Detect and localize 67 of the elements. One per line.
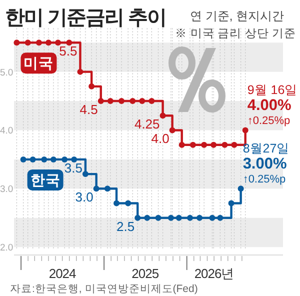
point	[98, 98, 104, 104]
annotation: 4.5	[80, 102, 98, 118]
y-tick-label: 5.0	[0, 67, 14, 78]
chart-subtitle: 연 기준, 현지시간	[190, 9, 284, 23]
chart-title: 한미 기준금리 추이	[5, 7, 166, 29]
point	[169, 127, 176, 134]
x-tick-label: 2026년	[194, 266, 234, 281]
point	[144, 214, 150, 221]
point	[55, 40, 61, 46]
annotation: 3.0	[75, 190, 94, 205]
point	[148, 98, 155, 104]
point	[242, 127, 248, 134]
point	[178, 142, 185, 148]
point	[107, 98, 114, 104]
point	[104, 186, 110, 192]
point	[187, 214, 194, 221]
point	[168, 214, 174, 221]
point	[88, 83, 95, 90]
text: 자료:한국은행, 미국연방준비제도(Fed)	[10, 283, 198, 295]
series-label: 미국	[24, 56, 54, 72]
annotation: ※ 미국 금리 상단 기준	[175, 28, 296, 40]
point	[139, 98, 146, 104]
point	[160, 112, 166, 119]
annotation: 2.5	[116, 218, 135, 234]
point	[125, 200, 132, 206]
point	[196, 214, 203, 221]
annotation: 3.5	[64, 160, 82, 176]
point	[231, 142, 238, 148]
point	[71, 156, 78, 162]
y-tick-label: 4.0	[0, 126, 14, 137]
point	[217, 214, 224, 221]
point	[190, 142, 196, 148]
point	[82, 171, 88, 178]
point	[20, 156, 26, 162]
point	[77, 68, 84, 75]
point	[114, 200, 120, 206]
point	[210, 142, 217, 148]
point	[118, 98, 125, 104]
annotation: 4.25	[134, 116, 160, 132]
point	[14, 40, 20, 46]
point	[201, 142, 208, 148]
point	[222, 142, 228, 148]
point	[209, 214, 216, 221]
x-tick-label: 2024	[48, 266, 76, 281]
point	[238, 186, 244, 192]
point	[45, 40, 52, 46]
point	[41, 156, 48, 162]
y-tick-label: 3.0	[0, 184, 14, 196]
y-tick-label: 2.0	[0, 242, 14, 254]
annotation: 5.5	[59, 44, 78, 59]
point	[66, 40, 72, 46]
point	[134, 214, 141, 221]
point	[30, 156, 36, 162]
annotation: 4.0	[151, 131, 170, 146]
point	[130, 98, 136, 104]
series-label: 한국	[30, 172, 60, 189]
point	[93, 186, 100, 192]
point	[228, 200, 234, 206]
annotation: 9월 16일 4.00% ↑0.25%p	[247, 83, 298, 128]
point	[155, 214, 162, 221]
point	[36, 40, 42, 46]
x-tick-label: 2025	[132, 266, 159, 281]
point	[62, 156, 68, 162]
point	[24, 40, 31, 46]
annotation: 8월27일 3.00% ↑0.25%p	[242, 142, 290, 186]
point	[50, 156, 56, 162]
point	[176, 214, 182, 221]
